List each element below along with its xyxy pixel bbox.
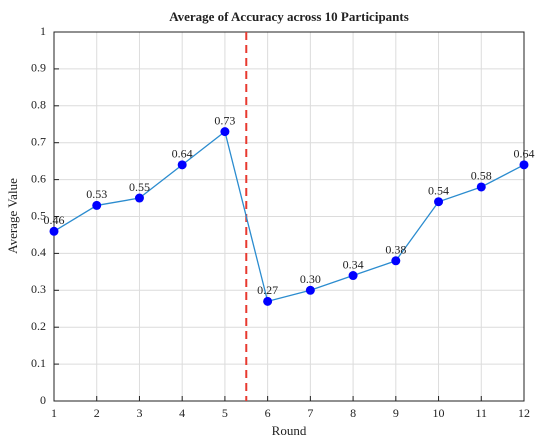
y-tick-label: 0.8	[31, 98, 46, 112]
y-tick-label: 0.4	[31, 245, 46, 259]
data-label: 0.54	[428, 183, 449, 197]
data-point	[348, 271, 358, 281]
data-line	[53, 130, 525, 303]
y-axis-label: Average Value	[5, 178, 20, 254]
data-point	[519, 160, 529, 170]
data-label: 0.58	[471, 169, 492, 183]
data-point	[220, 127, 230, 137]
data-label: 0.64	[514, 147, 535, 161]
y-tick-label: 0.5	[31, 208, 46, 222]
data-point	[305, 285, 315, 295]
data-point	[177, 160, 187, 170]
data-point	[49, 226, 59, 236]
data-point	[434, 197, 444, 207]
x-tick-label: 3	[136, 406, 142, 420]
data-label: 0.27	[257, 283, 278, 297]
data-point	[92, 200, 102, 210]
x-tick-label: 1	[51, 406, 57, 420]
y-tick-label: 0.9	[31, 61, 46, 75]
data-label: 0.64	[172, 147, 193, 161]
data-point	[263, 296, 273, 306]
x-tick-label: 2	[94, 406, 100, 420]
chart-title: Average of Accuracy across 10 Participan…	[169, 9, 409, 24]
x-tick-label: 10	[433, 406, 445, 420]
data-label: 0.34	[343, 257, 364, 271]
x-tick-label: 9	[393, 406, 399, 420]
data-point	[134, 193, 144, 203]
data-point	[391, 256, 401, 266]
data-label: 0.30	[300, 272, 321, 286]
data-label: 0.46	[44, 213, 65, 227]
x-tick-label: 12	[518, 406, 530, 420]
y-tick-label: 0.2	[31, 319, 46, 333]
y-tick-label: 0.1	[31, 356, 46, 370]
data-label: 0.73	[214, 113, 235, 127]
y-tick-label: 0	[40, 393, 46, 407]
x-tick-label: 5	[222, 406, 228, 420]
y-tick-label: 0.3	[31, 282, 46, 296]
y-tick-label: 1	[40, 24, 46, 38]
data-point	[476, 182, 486, 192]
x-tick-label: 4	[179, 406, 185, 420]
y-tick-label: 0.7	[31, 134, 46, 148]
x-tick-label: 11	[475, 406, 487, 420]
x-axis-label: Round	[272, 423, 307, 438]
data-label: 0.38	[385, 243, 406, 257]
x-tick-label: 6	[265, 406, 271, 420]
plot-frame	[53, 31, 525, 402]
data-label: 0.53	[86, 187, 107, 201]
x-tick-label: 7	[307, 406, 313, 420]
x-tick-label: 8	[350, 406, 356, 420]
data-label: 0.55	[129, 180, 150, 194]
y-tick-label: 0.6	[31, 171, 46, 185]
